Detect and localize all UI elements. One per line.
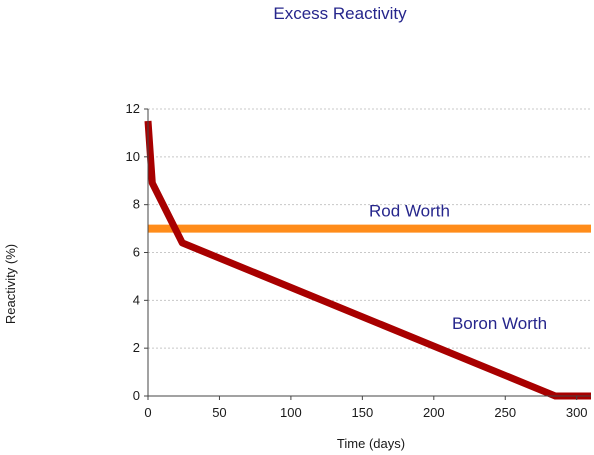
x-tick-label-0: 0: [144, 405, 151, 420]
x-tick-label-200: 200: [423, 405, 445, 420]
y-tick-label-6: 6: [133, 245, 140, 260]
y-tick-label-2: 2: [133, 340, 140, 355]
x-axis-label: Time (days): [337, 436, 405, 451]
y-tick-label-4: 4: [133, 292, 140, 307]
axes: [144, 108, 591, 400]
y-tick-label-8: 8: [133, 197, 140, 212]
grid-lines: [148, 108, 591, 349]
x-tick-label-250: 250: [494, 405, 516, 420]
y-tick-label-10: 10: [126, 149, 140, 164]
x-tick-label-50: 50: [212, 405, 226, 420]
y-tick-label-12: 12: [126, 101, 140, 116]
y-tick-labels: 0 2 4 6 8 10 12: [126, 101, 140, 403]
x-tick-label-300: 300: [566, 405, 588, 420]
chart-title: Excess Reactivity: [273, 4, 407, 23]
annotation-rod-worth: Rod Worth: [369, 202, 450, 221]
x-tick-labels: 0 50 100 150 200 250 300: [144, 405, 587, 420]
series-line-0: [144, 120, 591, 400]
y-tick-label-0: 0: [133, 388, 140, 403]
series-group: [144, 120, 591, 400]
y-axis-label: Reactivity (%): [3, 244, 18, 324]
annotation-boron-worth: Boron Worth: [452, 314, 547, 333]
x-tick-label-100: 100: [280, 405, 302, 420]
x-tick-label-150: 150: [352, 405, 374, 420]
